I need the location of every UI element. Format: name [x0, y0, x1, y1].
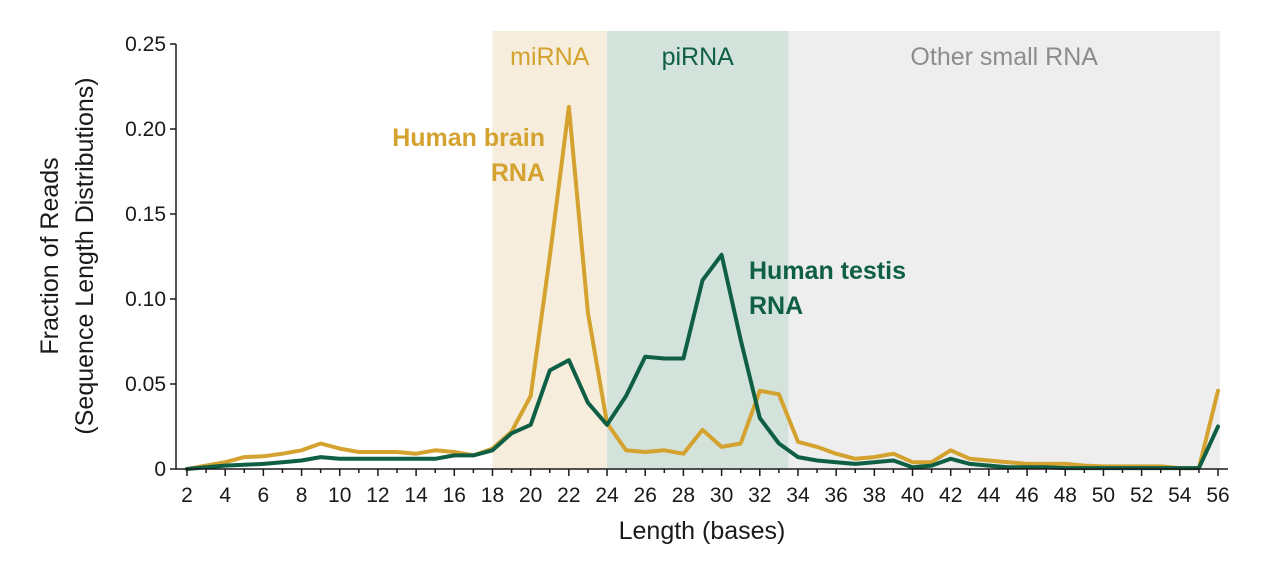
x-tick-label: 2: [181, 484, 193, 507]
x-tick-label: 50: [1092, 484, 1115, 507]
x-tick-label: 38: [863, 484, 886, 507]
y-axis-title-line2: (Sequence Length Distributions): [71, 77, 99, 434]
y-tick-label: 0.15: [125, 203, 166, 226]
x-tick-label: 30: [710, 484, 733, 507]
y-tick-label: 0: [154, 458, 166, 481]
series-label-testis: Human testis: [749, 257, 906, 285]
series-line-testis: [185, 252, 1220, 471]
x-tick-label: 6: [258, 484, 270, 507]
x-tick-label: 22: [557, 484, 580, 507]
region-bands: [492, 31, 1220, 469]
axes: [170, 43, 1228, 476]
x-tick-label: 44: [977, 484, 1001, 507]
series-label-testis: RNA: [749, 292, 803, 320]
series-lines: [185, 104, 1220, 471]
region-label: Other small RNA: [910, 43, 1098, 71]
x-tick-label: 18: [481, 484, 504, 507]
x-tick-label: 52: [1130, 484, 1153, 507]
region-band-pirna: [607, 31, 789, 469]
x-tick-label: 26: [634, 484, 657, 507]
x-axis-title: Length (bases): [619, 517, 786, 545]
series-label-brain: Human brain: [392, 124, 545, 152]
x-tick-label: 36: [824, 484, 847, 507]
x-tick-label: 48: [1054, 484, 1077, 507]
x-tick-label: 46: [1015, 484, 1038, 507]
x-tick-label: 8: [296, 484, 308, 507]
x-tick-label: 24: [595, 484, 619, 507]
y-tick-label: 0.20: [125, 118, 166, 141]
x-tick-label: 10: [328, 484, 351, 507]
y-tick-label: 0.10: [125, 288, 166, 311]
x-tick-label: 14: [404, 484, 428, 507]
x-tick-label: 54: [1168, 484, 1192, 507]
x-tick-label: 42: [939, 484, 962, 507]
region-label: miRNA: [510, 43, 589, 71]
labels: miRNA piRNA Other small RNA 0 0.05 0.10 0.15 0.…: [36, 33, 1230, 545]
x-tick-label: 32: [748, 484, 771, 507]
x-tick-label: 28: [672, 484, 695, 507]
y-tick-label: 0.25: [125, 33, 166, 56]
region-band-other-small-rna: [788, 31, 1220, 469]
region-label: piRNA: [662, 43, 735, 71]
y-axis-title-line1: Fraction of Reads: [36, 157, 64, 354]
x-tick-label: 40: [901, 484, 924, 507]
series-label-brain: RNA: [491, 159, 545, 187]
x-tick-label: 4: [219, 484, 231, 507]
y-tick-label: 0.05: [125, 373, 166, 396]
x-tick-label: 34: [786, 484, 810, 507]
series-line-brain: [185, 104, 1220, 471]
x-tick-label: 12: [366, 484, 389, 507]
x-tick-label: 16: [443, 484, 466, 507]
x-tick-label: 56: [1206, 484, 1229, 507]
x-tick-label: 20: [519, 484, 542, 507]
